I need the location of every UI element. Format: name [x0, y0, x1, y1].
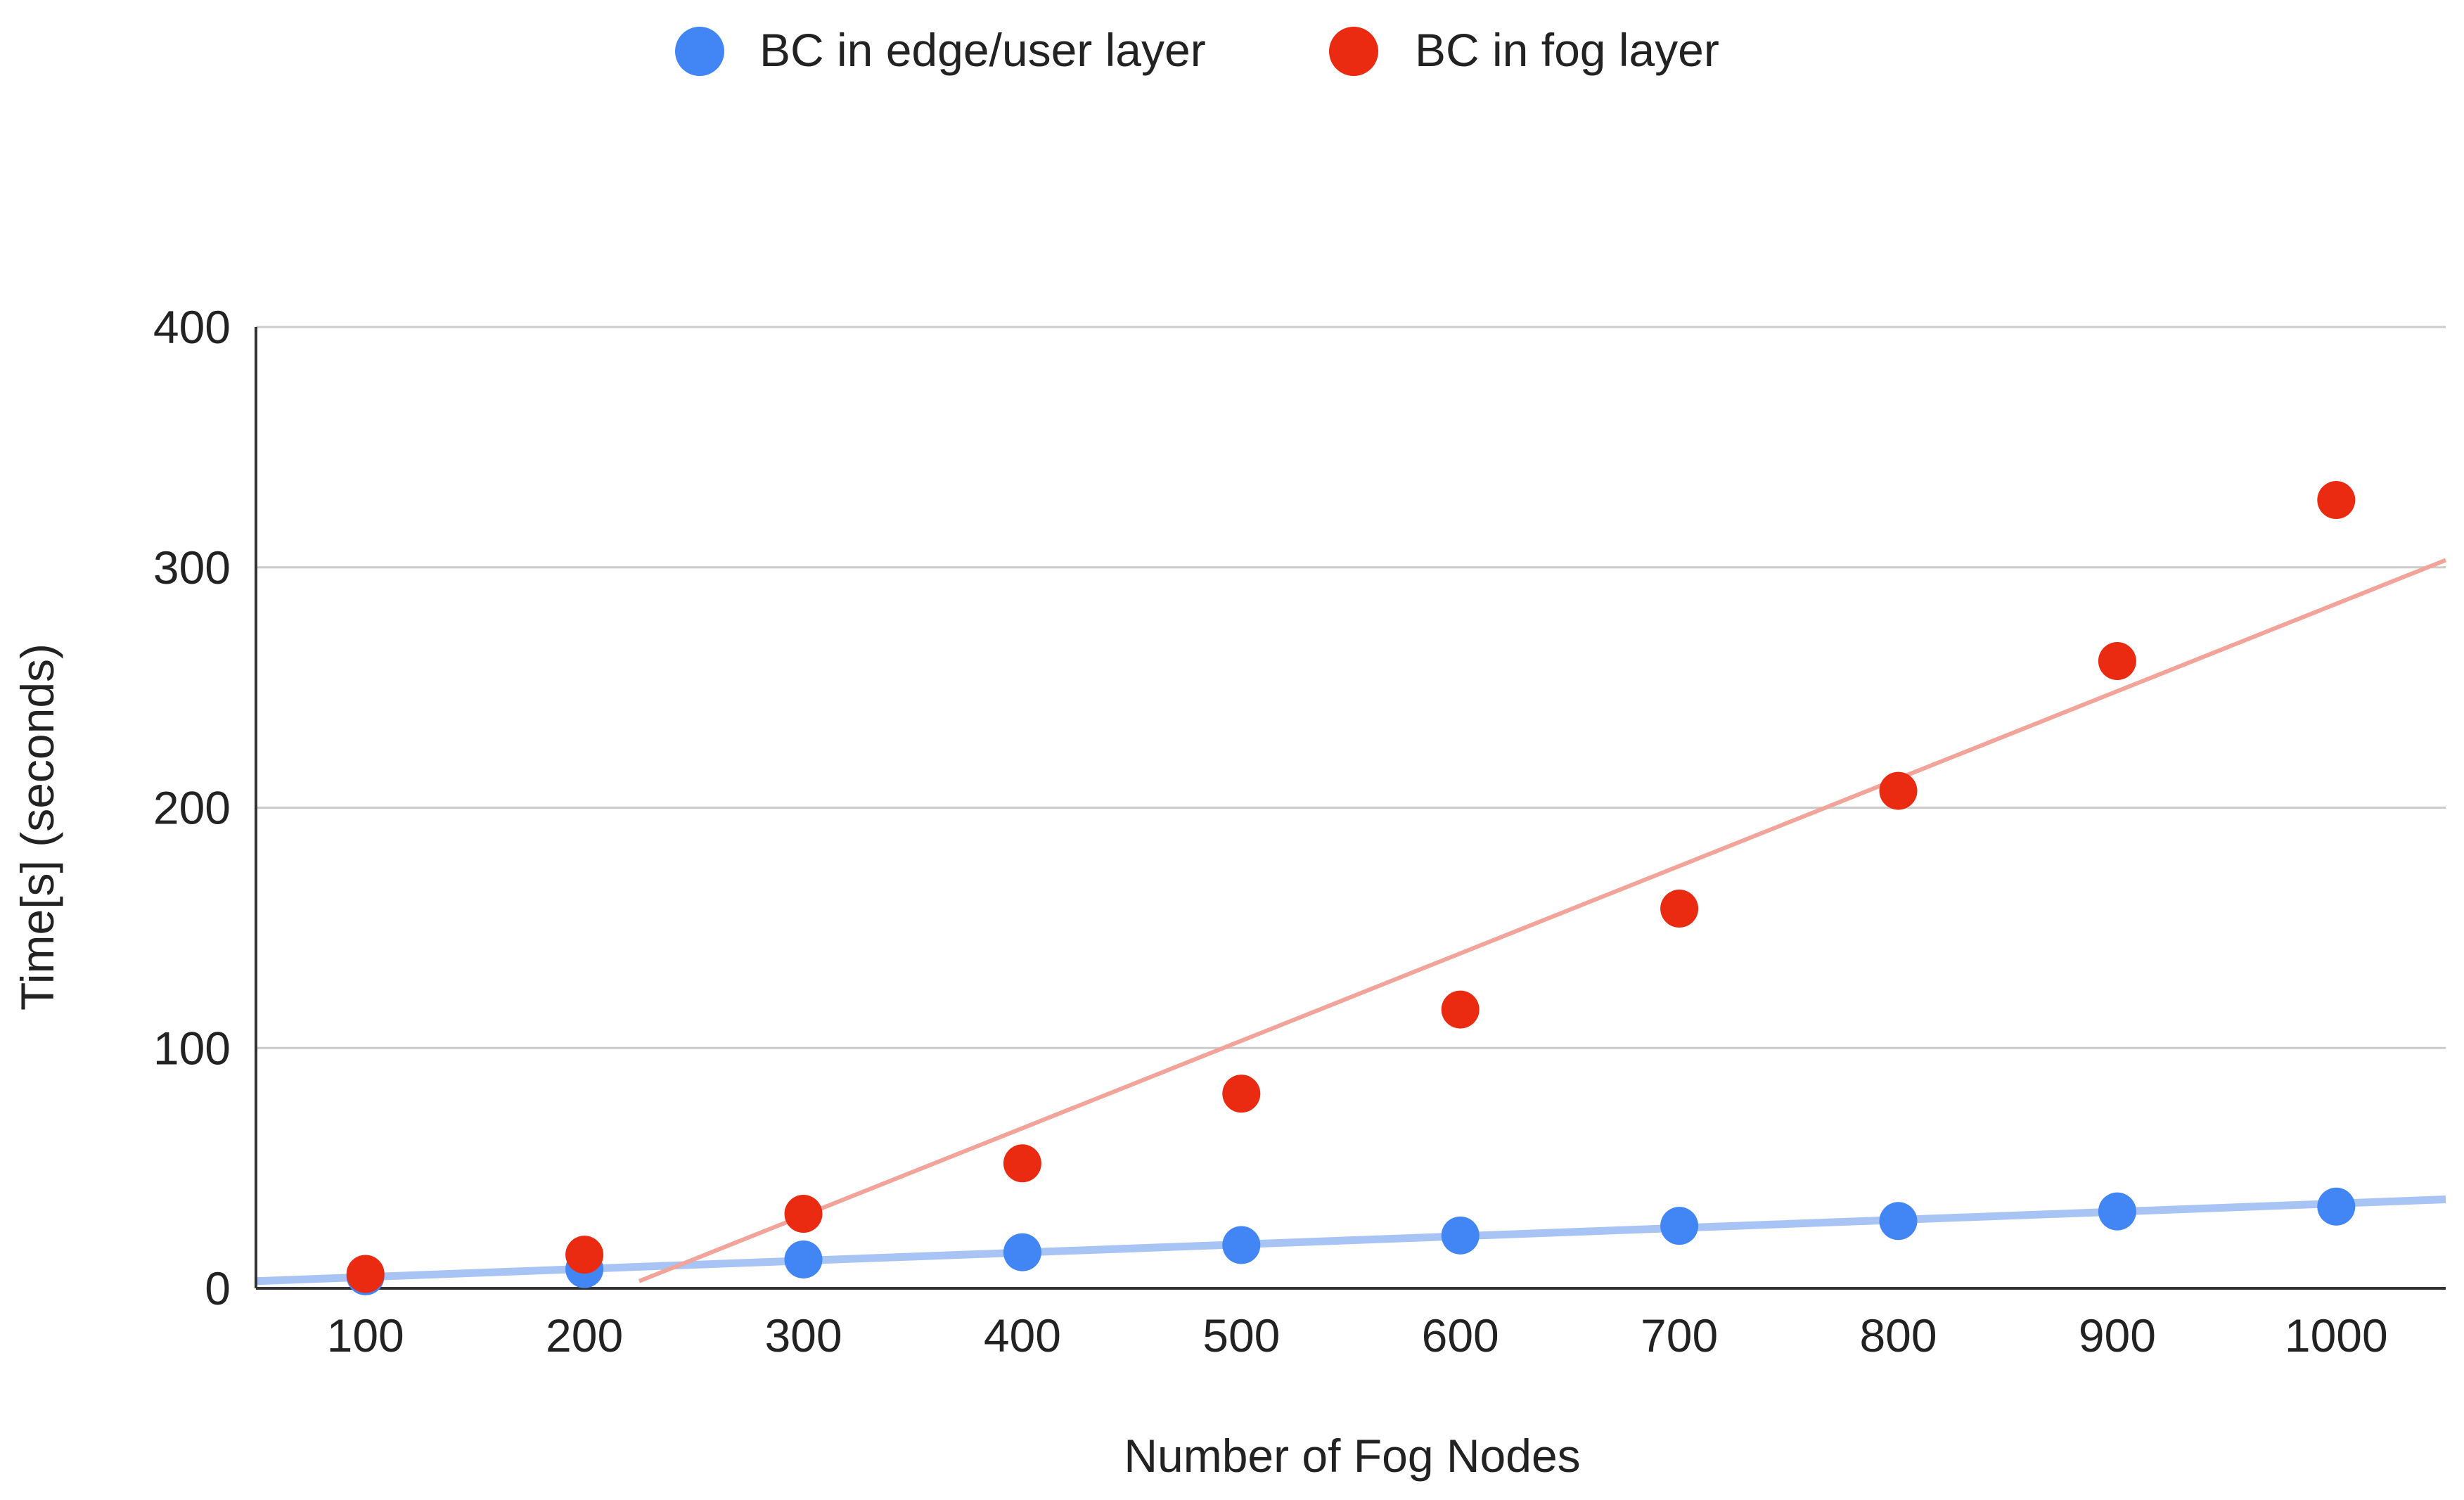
data-point-edge-user-700 [1660, 1207, 1699, 1245]
x-axis-title: Number of Fog Nodes [1124, 1430, 1580, 1482]
legend: BC in edge/user layer BC in fog layer [675, 24, 1719, 76]
y-tick-label-400: 400 [153, 301, 231, 353]
trendline-fog [638, 558, 2447, 1283]
axes [255, 327, 2446, 1290]
data-point-fog-500 [1222, 1075, 1261, 1113]
data-point-edge-user-600 [1441, 1216, 1480, 1255]
data-point-fog-200 [565, 1236, 604, 1274]
x-tick-label-100: 100 [327, 1309, 404, 1361]
gridlines [256, 326, 2446, 1049]
x-tick-label-200: 200 [546, 1309, 623, 1361]
x-tick-label-600: 600 [1422, 1309, 1499, 1361]
legend-label-fog: BC in fog layer [1415, 24, 1719, 76]
legend-label-edge-user: BC in edge/user layer [759, 24, 1206, 76]
y-tick-label-200: 200 [153, 782, 231, 834]
tick-labels: 0 100 200 300 400 100 200 300 400 500 600 700 800 900… [153, 301, 2388, 1361]
data-point-fog-400 [1003, 1144, 1041, 1183]
x-tick-label-800: 800 [1859, 1309, 1937, 1361]
data-point-fog-600 [1441, 990, 1480, 1029]
x-tick-label-300: 300 [764, 1309, 842, 1361]
data-point-edge-user-1000 [2317, 1187, 2356, 1226]
data-point-fog-700 [1660, 890, 1699, 928]
legend-marker-edge-user [675, 27, 724, 76]
x-tick-label-900: 900 [2079, 1309, 2156, 1361]
y-tick-label-0: 0 [205, 1262, 231, 1314]
x-tick-label-500: 500 [1202, 1309, 1280, 1361]
x-tick-label-700: 700 [1641, 1309, 1718, 1361]
legend-marker-fog [1329, 27, 1378, 76]
data-point-edge-user-800 [1879, 1202, 1918, 1241]
trendlines [255, 558, 2447, 1286]
y-axis-title: Time[s] (seconds) [11, 643, 63, 1011]
data-point-fog-300 [784, 1195, 823, 1233]
x-tick-label-1000: 1000 [2285, 1309, 2388, 1361]
y-tick-label-100: 100 [153, 1022, 231, 1074]
data-point-fog-900 [2098, 642, 2136, 681]
data-point-fog-100 [346, 1255, 385, 1293]
data-point-fog-800 [1879, 771, 1918, 810]
y-tick-label-300: 300 [153, 541, 231, 594]
data-point-fog-1000 [2317, 481, 2356, 520]
data-point-edge-user-400 [1003, 1233, 1041, 1271]
x-tick-label-400: 400 [984, 1309, 1061, 1361]
data-points [346, 481, 2356, 1295]
data-point-edge-user-300 [784, 1240, 823, 1278]
trendline-edge-user [255, 1195, 2446, 1286]
data-point-edge-user-500 [1222, 1226, 1261, 1264]
data-point-edge-user-900 [2098, 1192, 2136, 1231]
